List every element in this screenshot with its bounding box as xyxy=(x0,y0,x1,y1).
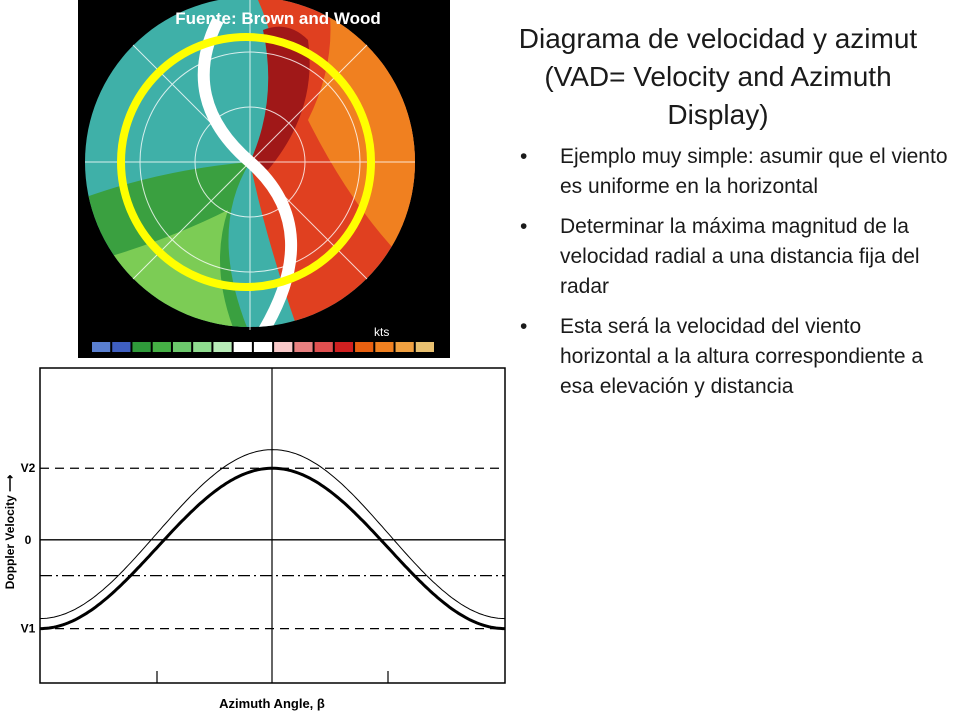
bullet-item: • Esta será la velocidad del viento horiz… xyxy=(520,312,950,402)
colorbar-swatch xyxy=(112,342,131,352)
bullet-item: • Determinar la máxima magnitud de la vel… xyxy=(520,212,950,302)
bullet-text: Esta será la velocidad del viento horizo… xyxy=(560,315,924,398)
title-line: Display) xyxy=(667,99,769,130)
bullet-dot: • xyxy=(520,315,528,338)
title-line: Diagrama de velocidad y azimut xyxy=(518,23,918,54)
colorbar xyxy=(92,342,434,352)
radar-display: kts xyxy=(78,0,450,358)
bullet-text: Ejemplo muy simple: asumir que el viento… xyxy=(560,145,948,198)
colorbar-swatch xyxy=(274,342,293,352)
colorbar-swatch xyxy=(172,342,192,352)
colorbar-swatch xyxy=(395,342,414,352)
vad-chart-svg: V2 0 V1 Azimuth Angle, β Doppler Velocity … xyxy=(3,367,506,711)
radar-image: kts xyxy=(78,0,450,358)
y-axis-label: Doppler Velocity ⟶ xyxy=(3,475,17,590)
highlight-circle xyxy=(117,33,375,291)
colorbar-swatch xyxy=(314,342,333,352)
colorbar-swatch xyxy=(415,342,434,352)
colorbar-swatch xyxy=(92,342,111,352)
colorbar-swatch xyxy=(233,342,252,352)
colorbar-swatch xyxy=(375,342,394,352)
title-line: (VAD= Velocity and Azimuth xyxy=(544,61,892,92)
colorbar-swatch xyxy=(152,342,171,352)
y-tick-label: V2 xyxy=(21,461,36,475)
bullet-dot: • xyxy=(520,145,528,168)
colorbar-swatch xyxy=(334,342,354,352)
radial-ne-sw xyxy=(132,44,368,280)
colorbar-swatch xyxy=(213,342,232,352)
bullet-text: Determinar la máxima magnitud de la velo… xyxy=(560,215,920,298)
colorbar-swatch xyxy=(193,342,212,352)
bullet-list: • Ejemplo muy simple: asumir que el vient… xyxy=(520,142,950,412)
vad-chart: V2 0 V1 Azimuth Angle, β Doppler Velocity … xyxy=(0,362,520,720)
colorbar-swatch xyxy=(294,342,313,352)
bullet-dot: • xyxy=(520,215,528,238)
colorbar-swatch xyxy=(355,342,374,352)
outbound-region-darkred xyxy=(250,26,310,170)
y-tick-label: 0 xyxy=(25,533,32,547)
colorbar-swatch xyxy=(253,342,273,352)
colorbar-swatch xyxy=(132,342,151,352)
units-label: kts xyxy=(374,325,389,339)
x-axis-label: Azimuth Angle, β xyxy=(219,696,325,711)
bullet-item: • Ejemplo muy simple: asumir que el vient… xyxy=(520,142,950,202)
vad-curve-1 xyxy=(39,449,506,620)
vad-curve-0 xyxy=(40,466,505,631)
page-title: Diagrama de velocidad y azimut (VAD= Vel… xyxy=(478,20,958,134)
y-tick-label: V1 xyxy=(21,622,36,636)
source-label: Fuente: Brown and Wood xyxy=(175,9,381,28)
